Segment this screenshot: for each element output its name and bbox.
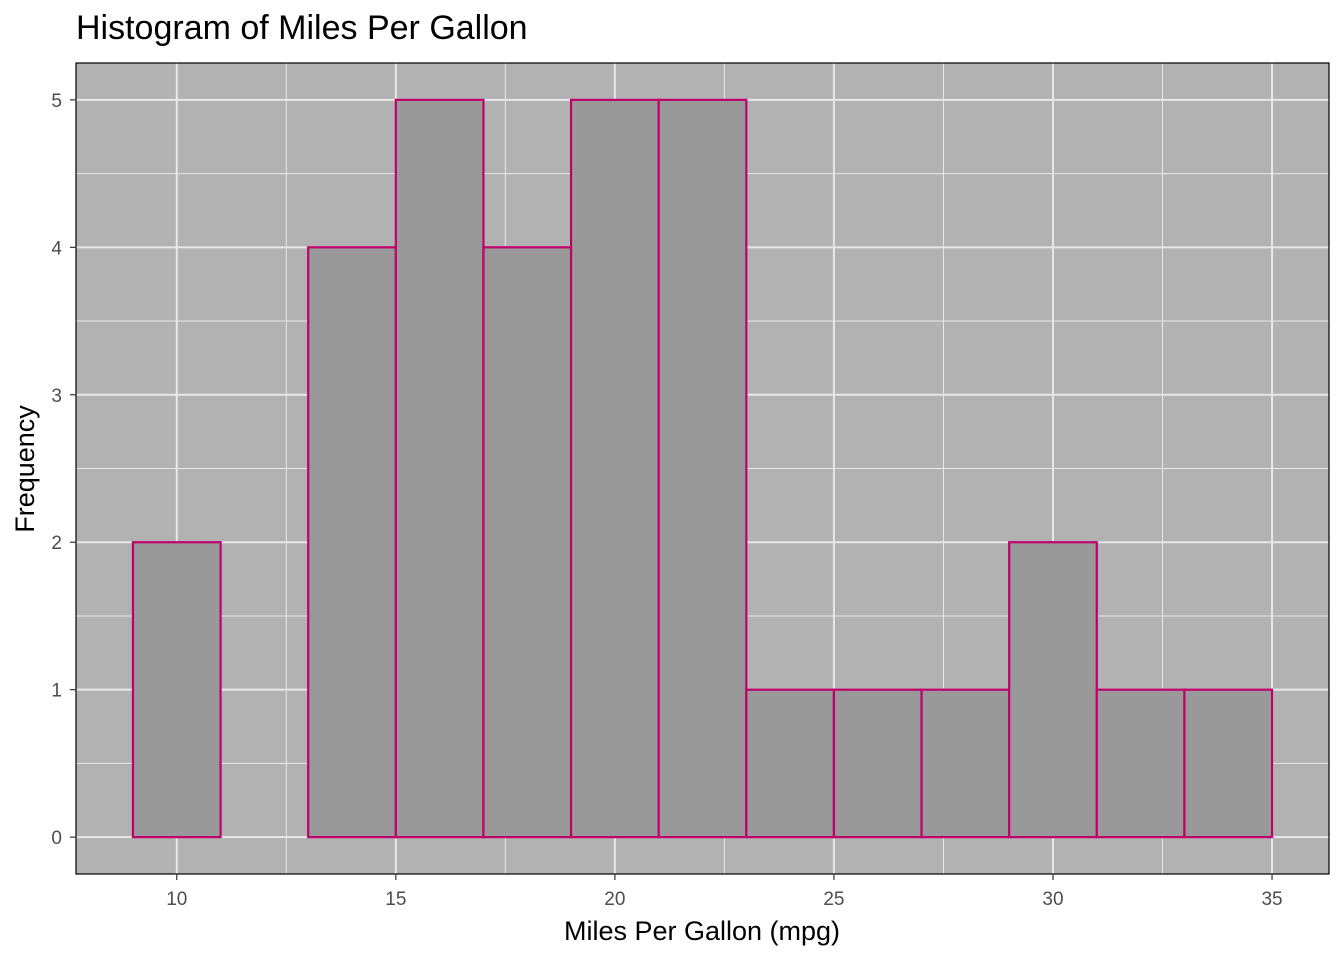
histogram-bar <box>307 246 397 839</box>
histogram-bar <box>1008 541 1098 839</box>
x-tick-label: 30 <box>1042 889 1063 910</box>
y-tick-label: 1 <box>51 681 62 702</box>
histogram-bar <box>569 98 660 839</box>
histogram-bar <box>745 688 836 839</box>
y-tick-label: 2 <box>51 533 62 554</box>
histogram-bar <box>920 688 1011 839</box>
histogram-bar <box>394 98 485 839</box>
x-tick-label: 20 <box>604 889 625 910</box>
chart-title: Histogram of Miles Per Gallon <box>76 9 528 47</box>
histogram-bar <box>1183 688 1274 839</box>
histogram-bar <box>1095 688 1186 839</box>
histogram-bar <box>482 246 573 839</box>
histogram-bar <box>657 98 748 839</box>
x-axis-ticks: 10 15 20 25 30 35 <box>166 874 1283 910</box>
plot-panel-border <box>75 62 1330 875</box>
x-tick-label: 35 <box>1261 889 1282 910</box>
x-tick-label: 10 <box>166 889 187 910</box>
x-tick-label: 15 <box>385 889 406 910</box>
y-axis-ticks: 0 1 2 3 4 5 <box>51 91 76 849</box>
y-axis-label: Frequency <box>10 405 40 533</box>
histogram-bars <box>131 98 1274 839</box>
x-axis-label: Miles Per Gallon (mpg) <box>564 916 840 946</box>
y-tick-label: 4 <box>51 238 62 259</box>
histogram-bar <box>131 541 222 839</box>
y-tick-label: 3 <box>51 386 62 407</box>
y-tick-label: 0 <box>51 828 62 849</box>
histogram-bar <box>832 688 923 839</box>
x-tick-label: 25 <box>823 889 844 910</box>
y-tick-label: 5 <box>51 91 62 112</box>
